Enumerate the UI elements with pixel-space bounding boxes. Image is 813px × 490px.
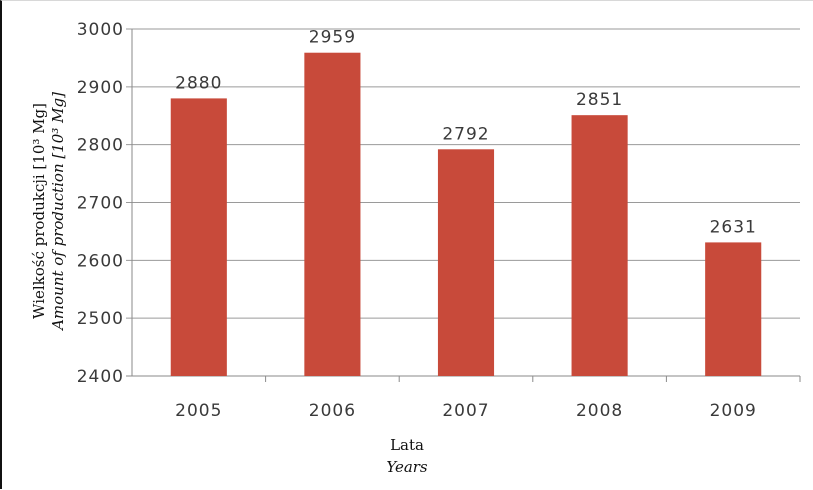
bar (170, 98, 227, 377)
y-tick-label: 2400 (77, 367, 124, 387)
x-tick-label: 2007 (442, 401, 489, 421)
bar (437, 149, 495, 376)
y-tick-label: 2900 (77, 78, 124, 98)
bar (571, 115, 628, 377)
data-label: 2792 (442, 124, 489, 144)
x-tick-label: 2008 (576, 401, 623, 421)
y-tick-label: 3000 (77, 20, 124, 40)
x-tick-label: 2009 (710, 401, 757, 421)
bars (170, 52, 762, 377)
x-axis-title: Lata (390, 436, 424, 454)
data-label: 2880 (175, 73, 222, 93)
x-tick-label: 2005 (175, 401, 222, 421)
y-axis-title-en: Amount of production [10³ Mg] (49, 92, 67, 332)
y-tick-label: 2700 (77, 194, 124, 214)
data-label: 2851 (576, 90, 623, 110)
y-tick-label: 2600 (77, 251, 124, 271)
data-labels: 2880 2959 2792 2851 2631 (175, 28, 757, 238)
data-label: 2631 (710, 217, 757, 237)
x-tick-label: 2006 (309, 401, 356, 421)
bar (304, 52, 361, 376)
data-label: 2959 (309, 28, 356, 48)
x-axis-title-en: Years (386, 458, 428, 476)
tick-labels: 2400 2500 2600 2700 2800 2900 3000 2005 2006 2007… (77, 20, 757, 421)
y-axis-title: Wielkość produkcji [10³ Mg] (30, 103, 48, 319)
y-tick-label: 2500 (77, 309, 124, 329)
bar (705, 242, 762, 376)
y-tick-label: 2800 (77, 136, 124, 156)
gridlines (126, 28, 801, 382)
